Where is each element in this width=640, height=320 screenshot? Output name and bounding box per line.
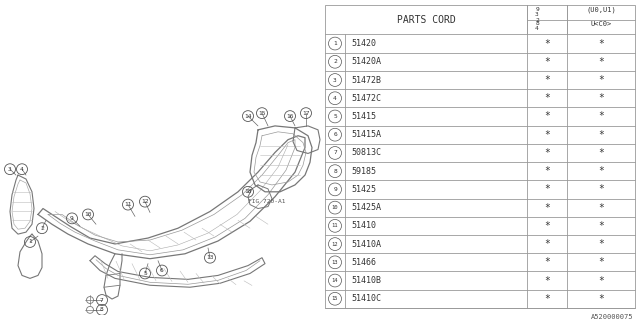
Text: 51420A: 51420A	[351, 57, 381, 66]
Text: 8: 8	[100, 307, 104, 312]
Text: 51425: 51425	[351, 185, 376, 194]
Text: 51425A: 51425A	[351, 203, 381, 212]
Text: 1: 1	[333, 41, 337, 46]
Text: FIG 720-A1: FIG 720-A1	[248, 199, 285, 204]
Text: (U0,U1): (U0,U1)	[586, 7, 616, 13]
Text: *: *	[598, 203, 604, 212]
Text: 51472B: 51472B	[351, 76, 381, 84]
Text: 13: 13	[206, 255, 214, 260]
Text: 15: 15	[332, 296, 339, 301]
Text: 14: 14	[332, 278, 339, 283]
Text: 9
3
2: 9 3 2	[535, 7, 539, 23]
Text: 2: 2	[40, 226, 44, 231]
Text: *: *	[598, 276, 604, 285]
Text: *: *	[598, 184, 604, 194]
Text: 1: 1	[28, 239, 32, 244]
Text: 5: 5	[333, 114, 337, 119]
Text: *: *	[544, 38, 550, 49]
Text: 13: 13	[332, 260, 339, 265]
Text: 7: 7	[100, 298, 104, 302]
Text: *: *	[598, 93, 604, 103]
Text: 9: 9	[70, 216, 74, 221]
Text: *: *	[598, 130, 604, 140]
Text: *: *	[598, 257, 604, 267]
Text: *: *	[544, 294, 550, 304]
Text: 51410: 51410	[351, 221, 376, 230]
Text: 59185: 59185	[351, 167, 376, 176]
Text: *: *	[598, 75, 604, 85]
Text: *: *	[544, 221, 550, 231]
Text: 8: 8	[333, 169, 337, 174]
Text: *: *	[544, 148, 550, 158]
Text: 12: 12	[332, 242, 339, 247]
Text: 11: 11	[124, 202, 132, 207]
Text: 51472C: 51472C	[351, 94, 381, 103]
Text: 51410B: 51410B	[351, 276, 381, 285]
Text: 50813C: 50813C	[351, 148, 381, 157]
Text: 15: 15	[259, 111, 266, 116]
Text: *: *	[598, 57, 604, 67]
Text: 10: 10	[332, 205, 339, 210]
Text: 18: 18	[244, 189, 252, 194]
Text: 4: 4	[20, 167, 24, 172]
Text: 51420: 51420	[351, 39, 376, 48]
Text: 7: 7	[333, 150, 337, 156]
Bar	[325, 5, 635, 308]
Text: U<C0>: U<C0>	[590, 21, 612, 27]
Text: 5: 5	[143, 271, 147, 276]
Text: *: *	[544, 93, 550, 103]
Text: *: *	[598, 148, 604, 158]
Text: 6: 6	[333, 132, 337, 137]
Text: 3: 3	[333, 77, 337, 83]
Text: *: *	[598, 239, 604, 249]
Text: 3: 3	[8, 167, 12, 172]
Text: *: *	[544, 130, 550, 140]
Text: *: *	[544, 111, 550, 122]
Text: *: *	[544, 166, 550, 176]
Text: 51410C: 51410C	[351, 294, 381, 303]
Text: 14: 14	[244, 114, 252, 119]
Text: PARTS CORD: PARTS CORD	[397, 15, 456, 25]
Text: 17: 17	[302, 111, 310, 116]
Text: 51415A: 51415A	[351, 130, 381, 139]
Text: *: *	[598, 38, 604, 49]
Text: *: *	[598, 166, 604, 176]
Text: *: *	[544, 57, 550, 67]
Text: *: *	[544, 75, 550, 85]
Text: 4: 4	[333, 96, 337, 101]
Text: 51410A: 51410A	[351, 240, 381, 249]
Text: 51415: 51415	[351, 112, 376, 121]
Text: *: *	[544, 203, 550, 212]
Text: 10: 10	[84, 212, 92, 217]
Text: *: *	[544, 239, 550, 249]
Text: 12: 12	[141, 199, 148, 204]
Text: 51466: 51466	[351, 258, 376, 267]
Text: 6: 6	[160, 268, 164, 273]
Text: *: *	[598, 221, 604, 231]
Text: *: *	[544, 276, 550, 285]
Text: *: *	[598, 294, 604, 304]
Text: 16: 16	[286, 114, 294, 119]
Text: 11: 11	[332, 223, 339, 228]
Text: 9: 9	[333, 187, 337, 192]
Text: *: *	[544, 184, 550, 194]
Text: *: *	[598, 111, 604, 122]
Text: 2: 2	[333, 59, 337, 64]
Text: *: *	[544, 257, 550, 267]
Text: 8
4: 8 4	[535, 21, 539, 31]
Text: A520000075: A520000075	[591, 314, 633, 320]
